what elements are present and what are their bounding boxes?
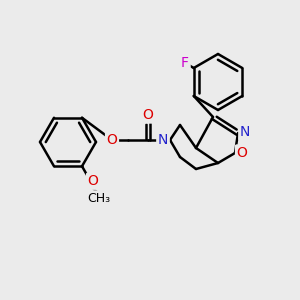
- Text: N: N: [240, 125, 250, 139]
- Text: O: O: [237, 146, 248, 160]
- Text: CH₃: CH₃: [87, 192, 111, 205]
- Text: N: N: [158, 133, 168, 147]
- Text: O: O: [106, 133, 117, 147]
- Text: O: O: [88, 174, 98, 188]
- Text: F: F: [181, 56, 189, 70]
- Text: O: O: [142, 108, 153, 122]
